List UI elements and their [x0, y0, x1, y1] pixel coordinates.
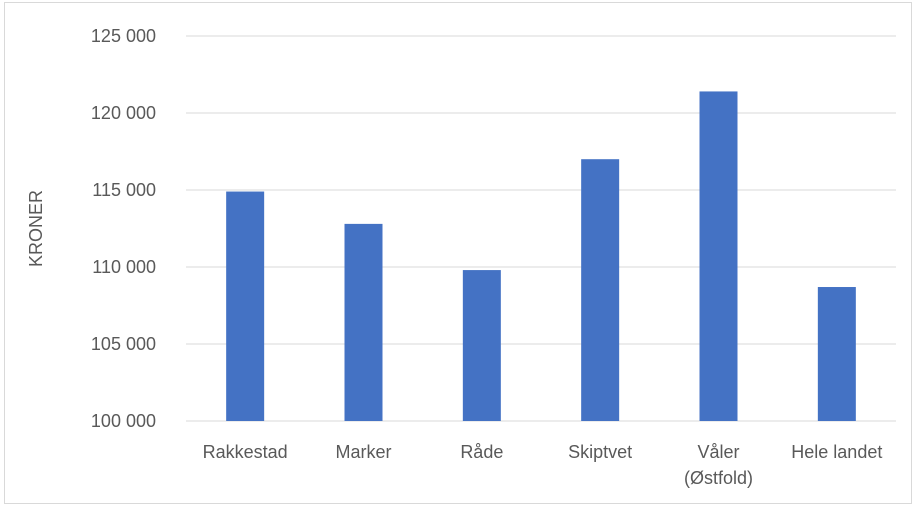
bar — [344, 223, 383, 421]
y-tick-label: 110 000 — [92, 257, 156, 277]
y-tick-label: 105 000 — [91, 334, 156, 354]
x-tick-label: Våler (Østfold) — [684, 442, 753, 488]
x-tick-label: Rakkestad — [203, 442, 288, 462]
bar — [462, 270, 501, 421]
y-tick-label: 115 000 — [92, 180, 156, 200]
x-tick-label: Råde — [460, 442, 503, 462]
x-axis-ticks: Rakkestad Marker Råde Skiptvet Våler (Østfold… — [203, 442, 883, 488]
bar — [817, 287, 856, 421]
y-axis-label: KRONER — [26, 190, 46, 267]
y-tick-label: 120 000 — [91, 103, 156, 123]
bar — [226, 191, 265, 421]
bars — [226, 91, 856, 421]
y-tick-label: 125 000 — [91, 26, 156, 46]
bar — [699, 91, 738, 421]
bar — [581, 159, 620, 421]
x-tick-label: Skiptvet — [568, 442, 632, 462]
y-axis-ticks: 100 000 105 000 110 000 115 000 120 000 125 0… — [91, 26, 156, 431]
gridlines — [186, 35, 896, 422]
chart-frame — [4, 2, 912, 504]
x-tick-label: Hele landet — [791, 442, 882, 462]
x-tick-label: Marker — [335, 442, 391, 462]
y-tick-label: 100 000 — [91, 411, 156, 431]
